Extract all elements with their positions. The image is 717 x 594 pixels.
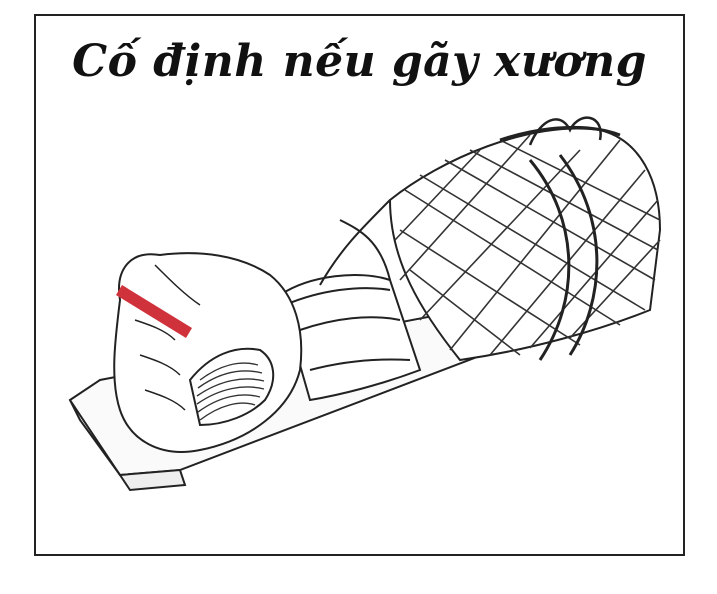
hand-fist (113, 252, 303, 453)
splinted-forearm-icon (68, 116, 662, 492)
figure-title: Cố định nếu gãy xương (72, 36, 647, 87)
wrist-cuff (278, 199, 422, 402)
bandage-marker-icon (116, 285, 192, 338)
bandage-wrap (388, 116, 662, 362)
